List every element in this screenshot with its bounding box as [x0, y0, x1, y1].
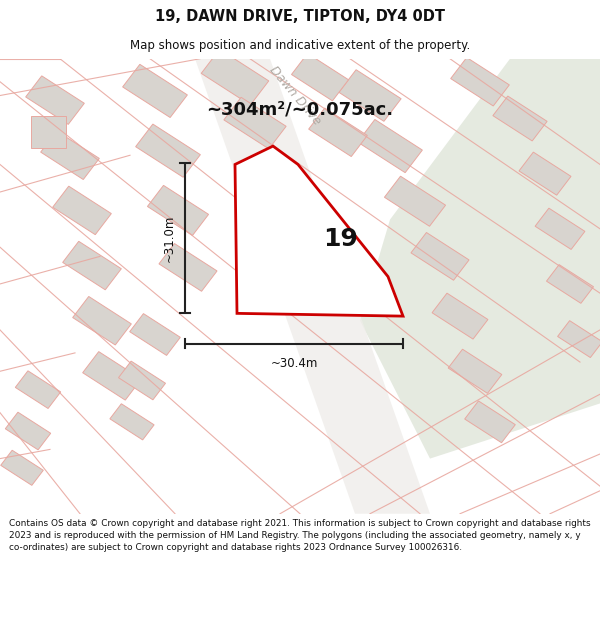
Text: ~30.4m: ~30.4m [271, 357, 317, 371]
Polygon shape [5, 412, 50, 450]
Polygon shape [73, 296, 131, 345]
Polygon shape [83, 352, 142, 400]
Polygon shape [201, 49, 269, 105]
Polygon shape [360, 59, 600, 459]
Text: Contains OS data © Crown copyright and database right 2021. This information is : Contains OS data © Crown copyright and d… [9, 519, 590, 552]
Text: 19, DAWN DRIVE, TIPTON, DY4 0DT: 19, DAWN DRIVE, TIPTON, DY4 0DT [155, 9, 445, 24]
Polygon shape [451, 58, 509, 106]
Polygon shape [195, 59, 430, 514]
Polygon shape [535, 208, 585, 249]
Polygon shape [110, 404, 154, 440]
Text: Dawn Drive: Dawn Drive [266, 64, 323, 127]
Polygon shape [547, 264, 593, 303]
Polygon shape [118, 361, 166, 400]
Polygon shape [235, 146, 403, 316]
Text: Map shows position and indicative extent of the property.: Map shows position and indicative extent… [130, 39, 470, 52]
Polygon shape [122, 64, 187, 118]
Polygon shape [16, 371, 61, 409]
Polygon shape [224, 98, 286, 149]
Polygon shape [26, 76, 85, 124]
Text: ~31.0m: ~31.0m [163, 214, 176, 262]
Polygon shape [385, 176, 446, 226]
Polygon shape [130, 314, 181, 356]
Polygon shape [493, 96, 547, 141]
Polygon shape [448, 349, 502, 393]
Polygon shape [53, 186, 112, 234]
Polygon shape [136, 124, 200, 177]
Polygon shape [62, 241, 121, 290]
Polygon shape [464, 401, 515, 442]
Polygon shape [557, 321, 600, 357]
Polygon shape [308, 108, 367, 156]
Polygon shape [31, 116, 65, 148]
Polygon shape [339, 70, 401, 121]
Polygon shape [159, 244, 217, 291]
Polygon shape [358, 119, 422, 172]
Polygon shape [41, 131, 100, 179]
Polygon shape [519, 152, 571, 195]
Polygon shape [1, 450, 43, 486]
Polygon shape [411, 232, 469, 280]
Text: 19: 19 [323, 228, 358, 251]
Text: ~304m²/~0.075ac.: ~304m²/~0.075ac. [206, 100, 394, 118]
Polygon shape [432, 293, 488, 339]
Polygon shape [148, 186, 209, 236]
Polygon shape [292, 53, 349, 101]
